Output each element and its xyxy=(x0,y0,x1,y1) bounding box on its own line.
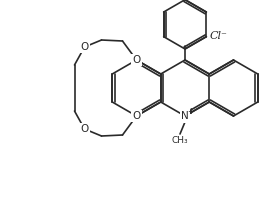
Text: O: O xyxy=(132,111,141,121)
Text: O: O xyxy=(132,55,141,65)
Text: N: N xyxy=(181,111,189,121)
Text: Cl⁻: Cl⁻ xyxy=(209,31,227,41)
Text: N: N xyxy=(181,111,189,121)
Text: +: + xyxy=(187,107,194,116)
Text: +: + xyxy=(187,107,194,116)
Text: O: O xyxy=(80,124,89,134)
Text: O: O xyxy=(80,42,89,52)
Text: CH₃: CH₃ xyxy=(172,136,188,145)
